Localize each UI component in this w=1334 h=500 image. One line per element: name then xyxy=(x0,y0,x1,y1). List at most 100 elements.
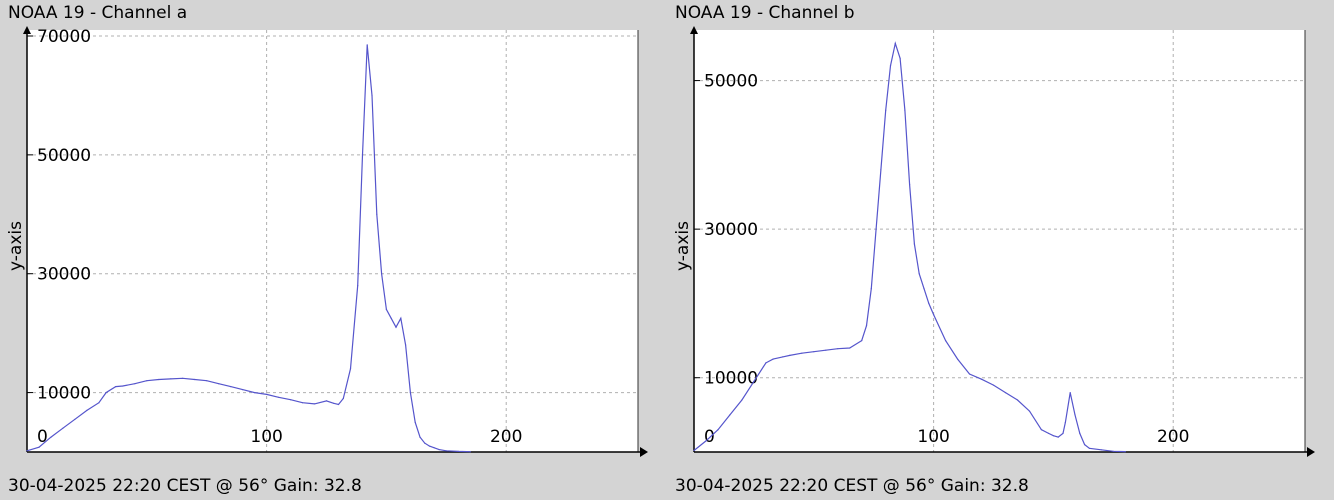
data-point xyxy=(801,352,803,354)
data-point xyxy=(875,228,877,230)
data-point xyxy=(980,378,983,380)
x-axis-arrow-icon xyxy=(640,447,648,457)
data-point xyxy=(693,449,695,452)
data-point xyxy=(913,243,915,245)
data-point xyxy=(933,314,935,316)
data-point xyxy=(342,397,344,400)
data-point xyxy=(1084,444,1086,446)
data-point xyxy=(170,378,172,380)
data-point xyxy=(782,356,784,358)
data-point xyxy=(158,378,160,381)
data-point xyxy=(469,451,471,453)
data-point xyxy=(918,273,920,275)
data-point xyxy=(218,383,220,385)
data-point xyxy=(1079,432,1081,434)
data-point xyxy=(945,340,947,342)
chart-plot-a: 10000 30000 50000 70000 0 100 200 y-axis xyxy=(6,26,648,457)
data-point xyxy=(789,354,791,356)
data-point xyxy=(86,409,88,411)
data-point xyxy=(849,347,851,349)
data-point xyxy=(1088,447,1090,449)
data-point xyxy=(414,421,416,423)
data-point xyxy=(26,450,28,452)
chart-panel-a: NOAA 19 - Channel a 10000 30000 50000 70000… xyxy=(6,3,648,496)
data-point xyxy=(301,402,304,404)
data-point xyxy=(1112,450,1114,452)
y-axis-arrow-icon xyxy=(690,26,698,34)
data-point xyxy=(705,440,707,442)
data-point xyxy=(278,396,280,398)
data-point xyxy=(889,65,892,67)
data-point xyxy=(861,340,863,342)
y-tick-label: 10000 xyxy=(704,369,758,389)
data-point xyxy=(381,273,383,275)
x-tick-label: 200 xyxy=(490,427,522,447)
x-tick-label: 200 xyxy=(1157,427,1189,447)
y-axis-label: y-axis xyxy=(6,221,26,271)
data-point xyxy=(717,429,719,431)
x-axis-arrow-icon xyxy=(1307,447,1315,457)
data-point xyxy=(230,386,232,388)
data-point xyxy=(1052,435,1054,437)
data-point xyxy=(923,288,925,290)
data-point xyxy=(134,383,136,385)
data-point xyxy=(62,427,64,429)
data-point xyxy=(50,436,52,438)
x-tick-label: 0 xyxy=(37,427,48,447)
data-point xyxy=(266,393,268,395)
data-point xyxy=(1016,399,1019,401)
data-point xyxy=(337,403,340,406)
data-point xyxy=(765,362,767,364)
data-point xyxy=(1124,451,1126,453)
data-point xyxy=(424,442,426,444)
data-point xyxy=(1074,414,1076,416)
data-point xyxy=(409,392,411,394)
data-point xyxy=(870,288,872,290)
chart-footer: 30-04-2025 22:20 CEST @ 56° Gain: 32.8 xyxy=(675,476,1029,496)
y-axis-label: y-axis xyxy=(673,221,693,271)
data-point xyxy=(376,213,378,215)
data-point xyxy=(457,450,459,452)
data-point xyxy=(1004,392,1007,394)
plot-area xyxy=(27,30,638,452)
y-tick-label: 70000 xyxy=(37,27,91,47)
data-point xyxy=(894,42,896,45)
data-point xyxy=(361,154,364,156)
data-point xyxy=(357,285,359,287)
y-tick-label: 10000 xyxy=(37,384,91,404)
data-point xyxy=(865,325,868,327)
plot-area xyxy=(694,30,1305,452)
x-tick-label: 100 xyxy=(250,427,282,447)
data-point xyxy=(928,302,930,304)
data-point xyxy=(206,380,208,382)
data-point xyxy=(445,450,447,452)
y-tick-label: 50000 xyxy=(704,72,758,92)
y-tick-label: 30000 xyxy=(704,220,758,240)
data-point xyxy=(1100,449,1102,451)
data-point xyxy=(105,392,107,394)
y-tick-label: 50000 xyxy=(37,146,91,166)
chart-footer: 30-04-2025 22:20 CEST @ 56° Gain: 32.8 xyxy=(8,476,362,496)
data-point xyxy=(254,392,256,394)
data-point xyxy=(880,169,882,171)
data-point xyxy=(909,184,911,186)
series-line xyxy=(26,44,471,453)
data-point xyxy=(419,436,421,438)
data-point xyxy=(1048,432,1050,434)
data-point xyxy=(313,403,316,405)
data-point xyxy=(968,373,971,375)
data-point xyxy=(1064,421,1066,423)
y-axis-arrow-icon xyxy=(23,26,31,34)
data-point xyxy=(904,109,906,111)
data-point xyxy=(146,380,148,382)
data-point xyxy=(325,400,328,402)
data-point xyxy=(1028,410,1031,412)
data-point xyxy=(242,389,244,391)
data-point xyxy=(1069,392,1071,394)
y-tick-label: 30000 xyxy=(37,265,91,285)
data-point xyxy=(405,344,407,346)
data-point xyxy=(349,368,352,370)
data-point xyxy=(1057,436,1059,438)
data-point xyxy=(122,385,124,387)
